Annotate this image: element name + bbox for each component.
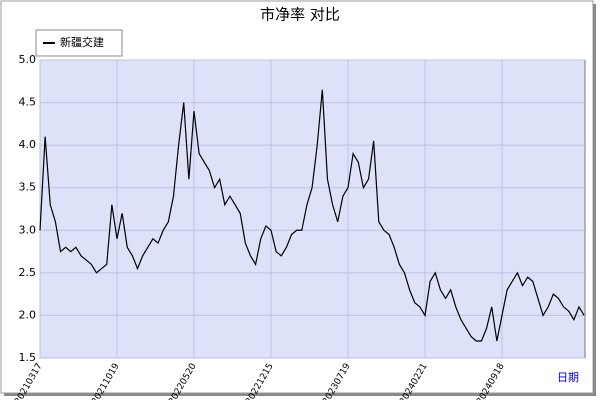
y-tick-label: 2.0 bbox=[19, 308, 37, 321]
series-line bbox=[39, 89, 585, 342]
y-tick-label: 4.0 bbox=[19, 138, 37, 151]
x-axis-label: 日期 bbox=[557, 371, 579, 384]
legend-label: 新疆交建 bbox=[60, 35, 104, 49]
y-tick-label: 4.5 bbox=[19, 96, 37, 109]
plot-area bbox=[39, 59, 586, 359]
y-tick-label: 1.5 bbox=[19, 351, 37, 364]
y-tick-label: 5.0 bbox=[19, 53, 37, 66]
y-tick-label: 2.5 bbox=[19, 266, 37, 279]
y-tick-label: 3.0 bbox=[19, 223, 37, 236]
chart-title: 市净率 对比 bbox=[260, 6, 340, 24]
y-tick-label: 3.5 bbox=[19, 181, 37, 194]
